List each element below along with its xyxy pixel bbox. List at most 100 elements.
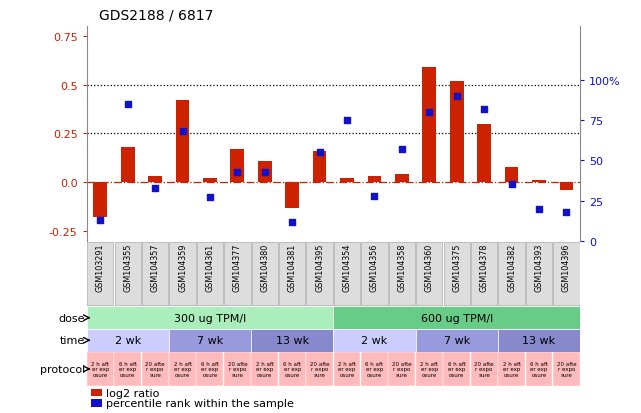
Bar	[504, 167, 519, 183]
Point	[424, 109, 435, 116]
FancyBboxPatch shape	[197, 352, 223, 386]
Point	[534, 206, 544, 212]
Bar	[313, 152, 326, 183]
Text: dose: dose	[59, 313, 85, 323]
Bar	[148, 177, 162, 183]
Bar	[340, 179, 354, 183]
Text: 6 h aft
er exp
osure: 6 h aft er exp osure	[283, 361, 301, 377]
Text: GSM104381: GSM104381	[288, 243, 297, 292]
Point	[205, 195, 215, 201]
Text: 600 ug TPM/l: 600 ug TPM/l	[420, 313, 493, 323]
Text: GSM104358: GSM104358	[397, 243, 406, 292]
Text: GSM104375: GSM104375	[452, 243, 462, 292]
Text: GDS2188 / 6817: GDS2188 / 6817	[99, 9, 213, 23]
FancyBboxPatch shape	[498, 329, 580, 351]
FancyBboxPatch shape	[471, 243, 497, 306]
FancyBboxPatch shape	[87, 352, 113, 386]
Text: 7 wk: 7 wk	[197, 335, 223, 345]
FancyBboxPatch shape	[87, 307, 333, 329]
Point	[342, 117, 352, 124]
FancyBboxPatch shape	[169, 243, 196, 306]
FancyBboxPatch shape	[87, 243, 113, 306]
Bar	[258, 161, 272, 183]
Point	[397, 146, 407, 153]
Bar	[203, 179, 217, 183]
Point	[260, 169, 270, 176]
FancyBboxPatch shape	[333, 307, 580, 329]
Point	[150, 185, 160, 192]
Text: 20 afte
r expo
sure: 20 afte r expo sure	[556, 361, 576, 377]
Bar	[285, 183, 299, 208]
Bar	[92, 399, 103, 407]
FancyBboxPatch shape	[415, 329, 498, 351]
Text: 2 h aft
er exp
osure: 2 h aft er exp osure	[420, 361, 438, 377]
Text: GSM104357: GSM104357	[151, 243, 160, 292]
FancyBboxPatch shape	[361, 352, 388, 386]
Text: GSM104360: GSM104360	[425, 243, 434, 292]
Bar	[367, 177, 381, 183]
Point	[178, 128, 188, 135]
FancyBboxPatch shape	[334, 243, 360, 306]
Text: GSM104380: GSM104380	[260, 243, 269, 292]
FancyBboxPatch shape	[416, 352, 443, 386]
Text: GSM104377: GSM104377	[233, 243, 242, 292]
Text: 300 ug TPM/l: 300 ug TPM/l	[174, 313, 246, 323]
Point	[369, 193, 379, 199]
Text: GSM104354: GSM104354	[342, 243, 351, 292]
Text: GSM104356: GSM104356	[370, 243, 379, 292]
Bar	[176, 101, 189, 183]
Text: 2 h aft
er exp
osure: 2 h aft er exp osure	[503, 361, 520, 377]
FancyBboxPatch shape	[251, 352, 278, 386]
Text: 7 wk: 7 wk	[444, 335, 470, 345]
FancyBboxPatch shape	[333, 352, 360, 386]
Bar	[92, 389, 103, 396]
FancyBboxPatch shape	[279, 243, 305, 306]
FancyBboxPatch shape	[114, 352, 141, 386]
Text: 2 wk: 2 wk	[362, 335, 388, 345]
Text: GSM104382: GSM104382	[507, 243, 516, 292]
Point	[287, 219, 297, 225]
Bar	[395, 175, 409, 183]
Text: GSM104361: GSM104361	[205, 243, 215, 292]
FancyBboxPatch shape	[499, 243, 525, 306]
Text: GSM103291: GSM103291	[96, 243, 104, 292]
Text: 2 wk: 2 wk	[115, 335, 141, 345]
FancyBboxPatch shape	[224, 352, 251, 386]
Text: 13 wk: 13 wk	[522, 335, 556, 345]
FancyBboxPatch shape	[470, 352, 497, 386]
FancyBboxPatch shape	[142, 352, 169, 386]
Bar	[231, 150, 244, 183]
FancyBboxPatch shape	[306, 352, 333, 386]
FancyBboxPatch shape	[362, 243, 388, 306]
Text: 20 afte
r expo
sure: 20 afte r expo sure	[474, 361, 494, 377]
Text: 6 h aft
er exp
osure: 6 h aft er exp osure	[119, 361, 137, 377]
Text: protocol: protocol	[40, 364, 85, 374]
Bar	[532, 181, 546, 183]
Bar	[121, 148, 135, 183]
Text: 2 h aft
er exp
osure: 2 h aft er exp osure	[256, 361, 274, 377]
Text: 6 h aft
er exp
osure: 6 h aft er exp osure	[530, 361, 548, 377]
Bar	[478, 124, 491, 183]
Point	[232, 169, 242, 176]
Text: 6 h aft
er exp
osure: 6 h aft er exp osure	[447, 361, 466, 377]
FancyBboxPatch shape	[444, 243, 470, 306]
FancyBboxPatch shape	[252, 243, 278, 306]
Bar	[560, 183, 573, 191]
Text: GSM104355: GSM104355	[123, 243, 132, 292]
Text: 6 h aft
er exp
osure: 6 h aft er exp osure	[365, 361, 383, 377]
Text: GSM104396: GSM104396	[562, 243, 571, 292]
FancyBboxPatch shape	[224, 243, 251, 306]
FancyBboxPatch shape	[333, 329, 415, 351]
FancyBboxPatch shape	[251, 329, 333, 351]
FancyBboxPatch shape	[388, 243, 415, 306]
Text: 20 afte
r expo
sure: 20 afte r expo sure	[392, 361, 412, 377]
FancyBboxPatch shape	[526, 352, 553, 386]
FancyBboxPatch shape	[526, 243, 552, 306]
Bar	[94, 183, 107, 218]
Point	[562, 209, 572, 216]
Point	[315, 150, 325, 156]
FancyBboxPatch shape	[115, 243, 141, 306]
FancyBboxPatch shape	[169, 329, 251, 351]
Bar	[450, 81, 463, 183]
FancyBboxPatch shape	[169, 352, 196, 386]
